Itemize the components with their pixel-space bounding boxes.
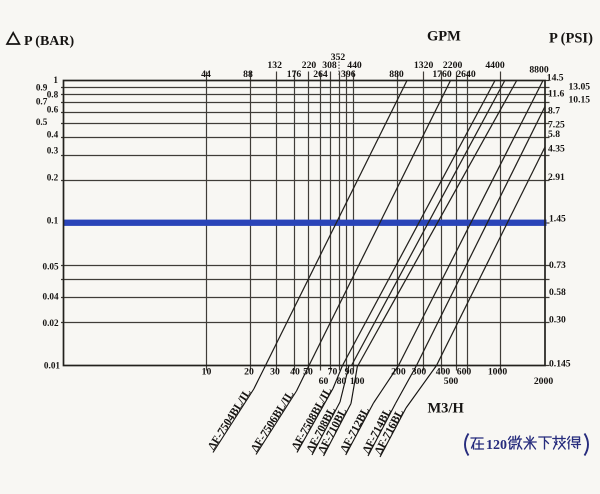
svg-text:44: 44 xyxy=(201,69,211,80)
svg-text:0.05: 0.05 xyxy=(43,261,59,271)
svg-text:1: 1 xyxy=(53,75,58,85)
svg-text:176: 176 xyxy=(287,69,302,80)
svg-text:8800: 8800 xyxy=(529,65,549,76)
svg-text:2.91: 2.91 xyxy=(548,172,565,183)
svg-text:0.6: 0.6 xyxy=(47,104,59,114)
svg-text:0.7: 0.7 xyxy=(36,97,48,107)
svg-text:4400: 4400 xyxy=(485,60,505,71)
svg-text:300: 300 xyxy=(412,367,427,378)
svg-text:200: 200 xyxy=(391,367,406,378)
svg-text:396: 396 xyxy=(341,69,356,80)
svg-text:0.30: 0.30 xyxy=(549,314,566,325)
svg-text:P (PSI): P (PSI) xyxy=(549,31,593,47)
svg-text:GPM: GPM xyxy=(427,29,461,45)
svg-text:2200: 2200 xyxy=(443,60,463,71)
svg-text:10.15: 10.15 xyxy=(569,95,591,106)
svg-text:0.1: 0.1 xyxy=(47,216,59,226)
svg-text:100: 100 xyxy=(350,376,365,387)
svg-text:1320: 1320 xyxy=(414,60,434,71)
svg-text:5.8: 5.8 xyxy=(548,129,560,140)
svg-text:7.25: 7.25 xyxy=(548,120,565,131)
svg-text:1000: 1000 xyxy=(488,367,508,378)
svg-text:11.6: 11.6 xyxy=(548,89,564,100)
svg-text:88: 88 xyxy=(243,69,253,80)
svg-text:0.9: 0.9 xyxy=(36,82,48,92)
svg-text:0.04: 0.04 xyxy=(43,291,59,301)
svg-text:132: 132 xyxy=(267,60,282,71)
svg-text:90: 90 xyxy=(345,367,355,378)
svg-text:70: 70 xyxy=(328,367,338,378)
svg-text:352: 352 xyxy=(331,52,346,63)
svg-text:1760: 1760 xyxy=(432,69,452,80)
svg-text:880: 880 xyxy=(389,69,404,80)
svg-text:P (BAR): P (BAR) xyxy=(24,34,75,49)
svg-text:0.145: 0.145 xyxy=(549,359,571,370)
svg-text:0.3: 0.3 xyxy=(47,146,59,156)
svg-text:30: 30 xyxy=(270,367,280,378)
svg-text:600: 600 xyxy=(457,367,472,378)
svg-text:10: 10 xyxy=(202,367,212,378)
svg-text:0.5: 0.5 xyxy=(36,117,48,127)
svg-text:2000: 2000 xyxy=(534,376,554,387)
svg-text:2640: 2640 xyxy=(456,69,476,80)
svg-text:0.8: 0.8 xyxy=(47,89,59,99)
svg-text:80: 80 xyxy=(337,376,347,387)
svg-text:0.4: 0.4 xyxy=(47,129,59,139)
svg-text:1.45: 1.45 xyxy=(549,214,566,225)
svg-text:264: 264 xyxy=(313,69,328,80)
svg-text:120: 120 xyxy=(486,438,507,453)
svg-text:8.7: 8.7 xyxy=(548,106,560,117)
svg-text:20: 20 xyxy=(244,367,254,378)
svg-text:4.35: 4.35 xyxy=(548,144,565,155)
svg-text:40: 40 xyxy=(290,367,300,378)
svg-text:220: 220 xyxy=(302,60,317,71)
svg-text:0.01: 0.01 xyxy=(44,361,60,371)
svg-text:14.5: 14.5 xyxy=(547,73,564,84)
svg-text:M3/H: M3/H xyxy=(428,401,465,417)
svg-text:0.73: 0.73 xyxy=(549,260,566,271)
svg-text:440: 440 xyxy=(347,60,362,71)
svg-text:0.2: 0.2 xyxy=(47,173,59,183)
svg-text:0.58: 0.58 xyxy=(549,287,566,298)
svg-text:50: 50 xyxy=(303,367,313,378)
svg-text:400: 400 xyxy=(436,367,451,378)
svg-text:308: 308 xyxy=(322,60,337,71)
svg-text:0.02: 0.02 xyxy=(43,318,59,328)
svg-text:60: 60 xyxy=(319,376,329,387)
svg-text:13.05: 13.05 xyxy=(569,81,591,92)
svg-text:500: 500 xyxy=(444,376,459,387)
